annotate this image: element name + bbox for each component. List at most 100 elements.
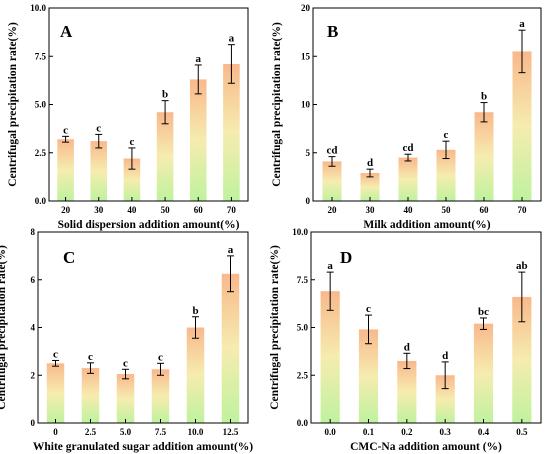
significance-label: b <box>192 305 198 317</box>
y-axis-title: Centrifugal precipitation rate(%) <box>7 22 19 187</box>
significance-label: d <box>442 350 448 362</box>
bar <box>81 368 100 423</box>
bar <box>512 296 532 423</box>
x-tick-label: 50 <box>161 205 171 215</box>
y-axis-title: Centrifugal precipitation rate(%) <box>269 245 281 410</box>
x-tick-label: 60 <box>194 205 204 215</box>
y-tick-label: 0.0 <box>35 196 47 206</box>
bar <box>221 273 240 423</box>
bar <box>512 51 532 201</box>
x-tick-label: 0 <box>53 427 58 437</box>
bar <box>116 374 135 423</box>
significance-label: a <box>519 18 525 30</box>
y-axis-title: Centrifugal precipitation rate(%) <box>271 22 283 187</box>
y-tick-label: 5.0 <box>35 100 47 110</box>
x-axis-title: Solid dispersion addition amount(%) <box>58 219 240 231</box>
significance-label: d <box>367 157 373 169</box>
significance-label: a <box>196 53 202 65</box>
bar <box>435 375 455 423</box>
y-tick-label: 10.0 <box>30 3 46 13</box>
significance-label: cd <box>403 142 414 154</box>
significance-label: a <box>228 244 234 256</box>
panel-letter: C <box>63 248 75 267</box>
significance-label: c <box>96 122 101 134</box>
significance-label: a <box>229 33 235 45</box>
y-tick-label: 2 <box>31 370 36 380</box>
x-tick-label: 40 <box>127 205 137 215</box>
x-tick-label: 20 <box>61 205 71 215</box>
y-tick-label: 0.0 <box>297 418 309 428</box>
x-tick-label: 5.0 <box>120 427 132 437</box>
bar <box>46 363 65 423</box>
significance-label: b <box>481 91 487 103</box>
significance-label: c <box>123 357 128 369</box>
significance-label: bc <box>478 306 489 318</box>
bar <box>151 369 170 423</box>
y-tick-label: 15 <box>301 51 311 61</box>
bar <box>436 149 456 201</box>
bar <box>90 141 108 201</box>
significance-label: c <box>63 124 68 136</box>
bar <box>322 161 342 201</box>
chart-panel-d: a c d d bc ab 0.0 2.5 5.0 7.5 10.0 0.0 0.1 0.2 0.3 0.4 0… <box>269 227 542 453</box>
x-tick-label: 0.1 <box>363 427 375 437</box>
x-tick-label: 20 <box>328 205 338 215</box>
bar <box>473 323 494 423</box>
plot-frame <box>48 7 249 202</box>
y-axis-title: Centrifugal precipitation rate(%) <box>0 245 8 410</box>
bar <box>156 112 174 201</box>
significance-label: c <box>158 351 163 363</box>
bar <box>186 327 205 423</box>
x-tick-label: 70 <box>227 205 237 215</box>
x-tick-label: 0.0 <box>325 427 337 437</box>
x-axis-title: White granulated sugar addition amount(%… <box>33 441 253 453</box>
bar <box>360 173 380 201</box>
significance-label: c <box>129 136 134 148</box>
x-tick-label: 2.5 <box>85 427 97 437</box>
y-tick-label: 10 <box>301 100 311 110</box>
bar <box>223 63 240 201</box>
significance-label: c <box>53 348 58 360</box>
significance-label: b <box>162 89 168 101</box>
x-tick-label: 12.5 <box>223 427 239 437</box>
chart-panel-b: cd d cd c b a 0 5 10 15 20 20 30 40 50 60 70 Milk additio… <box>271 3 542 231</box>
significance-label: d <box>404 341 410 353</box>
bar <box>398 157 418 201</box>
panel-letter: B <box>327 22 338 41</box>
x-axis-title: Milk addition amount(%) <box>363 219 490 231</box>
y-tick-label: 2.5 <box>297 370 309 380</box>
significance-label: a <box>327 260 333 272</box>
y-tick-label: 20 <box>301 3 311 13</box>
panel-letter: D <box>340 248 352 267</box>
plot-frame <box>312 7 542 202</box>
x-tick-label: 0.2 <box>401 427 413 437</box>
y-tick-label: 7.5 <box>297 275 309 285</box>
x-tick-label: 7.5 <box>155 427 167 437</box>
bar <box>123 158 141 201</box>
bar <box>320 291 340 423</box>
x-tick-label: 70 <box>518 205 528 215</box>
x-axis-title: CMC-Na addition amount (%) <box>350 441 502 453</box>
significance-label: c <box>366 303 371 315</box>
y-tick-label: 4 <box>31 323 36 333</box>
x-tick-label: 0.4 <box>478 427 490 437</box>
significance-label: c <box>444 129 449 141</box>
x-tick-label: 30 <box>94 205 104 215</box>
x-tick-label: 0.3 <box>440 427 452 437</box>
y-tick-label: 10.0 <box>292 227 308 237</box>
bar <box>57 139 74 201</box>
x-tick-label: 40 <box>404 205 414 215</box>
y-tick-label: 7.5 <box>35 51 47 61</box>
panel-letter: A <box>60 22 73 41</box>
y-tick-label: 6 <box>31 275 36 285</box>
bar <box>474 112 494 201</box>
chart-panel-c: c c c c b a 0 2 4 6 8 0 2.5 5.0 7.5 10.0 12.5 White granu… <box>0 227 253 453</box>
y-tick-label: 0 <box>306 196 311 206</box>
y-tick-label: 5.0 <box>297 323 309 333</box>
x-tick-label: 10.0 <box>188 427 204 437</box>
x-tick-label: 50 <box>442 205 452 215</box>
chart-panel-a: c c c b a a 0.0 2.5 5.0 7.5 10.0 20 30 40 50 60 70 Solid … <box>7 3 249 231</box>
bar <box>397 360 417 423</box>
significance-label: ab <box>516 260 528 272</box>
